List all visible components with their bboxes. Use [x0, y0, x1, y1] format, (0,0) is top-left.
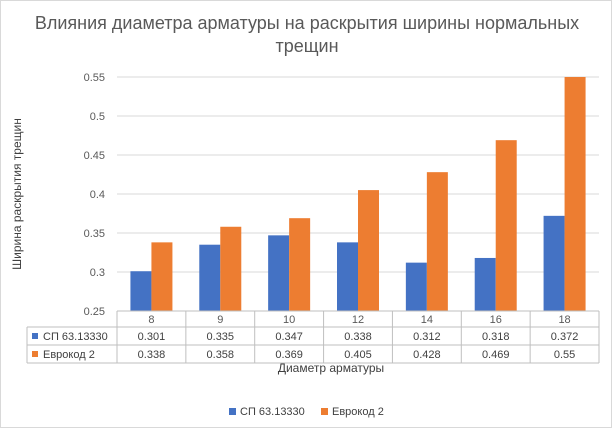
legend: СП 63.13330 Еврокод 2 [229, 406, 384, 418]
x-tick-label: 10 [283, 314, 295, 326]
x-tick-label: 18 [558, 314, 570, 326]
table-cell: 0.301 [138, 331, 166, 343]
bars [130, 77, 586, 311]
y-axis-title: Ширина раскрытия трещин [10, 118, 24, 270]
table-cell: 0.318 [482, 331, 510, 343]
y-tick-label: 0.35 [84, 228, 105, 240]
table-cell: 0.405 [344, 349, 372, 361]
table-cell: 0.372 [551, 331, 579, 343]
x-axis-title: Диаметр арматуры [278, 361, 384, 375]
y-tick-label: 0.4 [90, 189, 105, 201]
table-cell: 0.358 [207, 349, 235, 361]
table-cell: 0.428 [413, 349, 441, 361]
bar-eurocode [358, 190, 379, 311]
bar-sp [474, 257, 496, 311]
table-cell: 0.338 [138, 349, 166, 361]
legend-label: СП 63.13330 [240, 406, 305, 418]
legend-label: Еврокод 2 [332, 406, 384, 418]
bar-eurocode [495, 140, 517, 311]
bar-eurocode [220, 226, 242, 311]
x-tick-label: 14 [421, 314, 433, 326]
table-cell: 0.335 [207, 331, 235, 343]
y-tick-label: 0.45 [84, 150, 105, 162]
table-cell: 0.55 [554, 349, 575, 361]
table-cell: 0.469 [482, 349, 510, 361]
bar-sp [199, 244, 221, 311]
y-tick-label: 0.5 [90, 111, 105, 123]
bar-sp [543, 215, 565, 311]
legend-key-sp [229, 408, 236, 415]
y-tick-label: 0.55 [84, 72, 105, 84]
bar-sp [337, 242, 358, 311]
table-cell: 0.347 [275, 331, 303, 343]
x-tick-label: 16 [490, 314, 502, 326]
x-tick-label: 9 [217, 314, 223, 326]
table-cell: 0.369 [275, 349, 303, 361]
table-legend-key [32, 351, 38, 357]
data-table: 8 9 10 12 14 16 18 0.301 0.335 0.347 0.338 0.312 0.3… [26, 310, 600, 364]
table-legend-key [32, 333, 38, 339]
legend-key-eurocode [321, 408, 328, 415]
table-series-name: Еврокод 2 [43, 349, 95, 361]
bar-sp [130, 271, 152, 311]
bar-eurocode [151, 242, 173, 311]
x-tick-label: 12 [352, 314, 364, 326]
bar-sp [268, 235, 290, 311]
x-tick-label: 8 [148, 314, 154, 326]
bar-eurocode [564, 77, 586, 311]
y-tick-label: 0.3 [90, 267, 105, 279]
chart-title-line-2: трещин [275, 36, 338, 56]
y-ticks: 0.25 0.3 0.35 0.4 0.45 0.5 0.55 [84, 72, 105, 318]
y-tick-label: 0.25 [84, 306, 105, 318]
bar-eurocode [289, 218, 311, 311]
table-series-name: СП 63.13330 [43, 331, 108, 343]
bar-sp [405, 262, 427, 311]
bar-eurocode [426, 172, 448, 311]
table-cell: 0.312 [413, 331, 441, 343]
table-cell: 0.338 [344, 331, 372, 343]
chart-title-line-1: Влияния диаметра арматуры на раскрытия ш… [35, 13, 579, 33]
